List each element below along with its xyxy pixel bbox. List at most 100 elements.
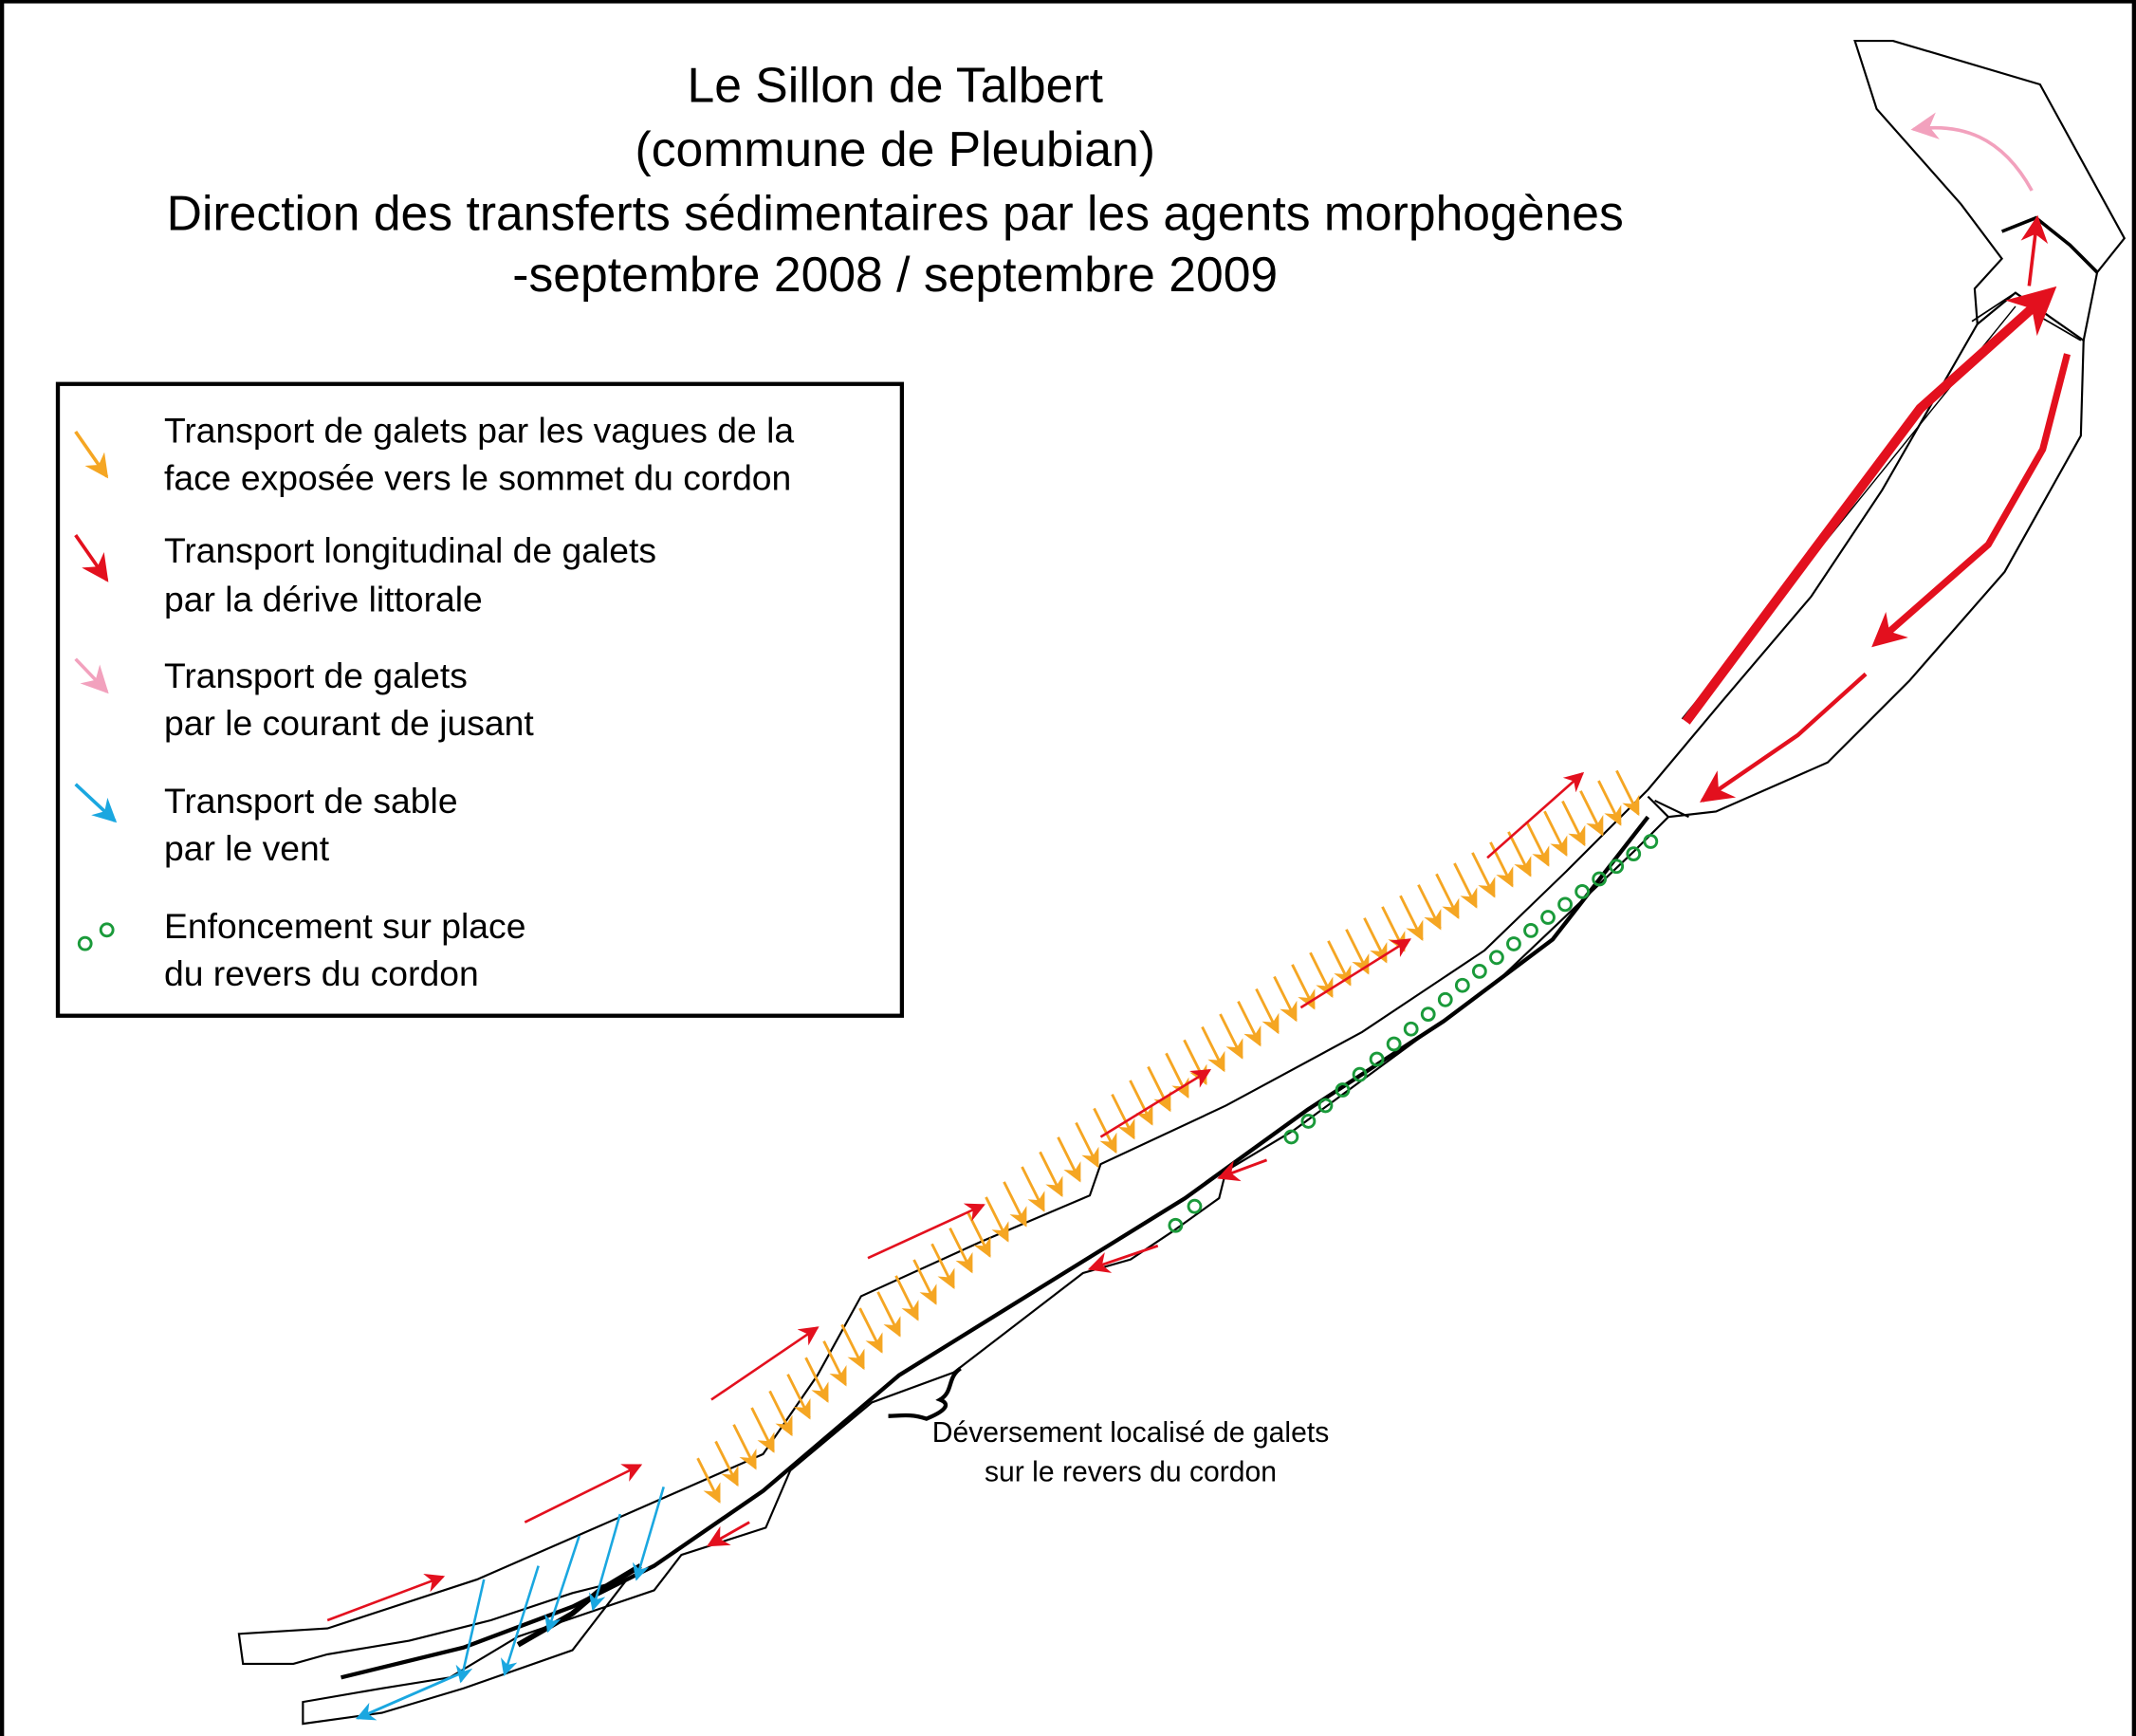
- drift-arrow: [710, 1326, 819, 1401]
- wave-arrow: [750, 1407, 775, 1453]
- subsidence-circle: [1335, 1082, 1351, 1098]
- wind-arrow: [632, 1486, 665, 1581]
- legend-symbol: [74, 783, 118, 823]
- subsidence-circle: [1420, 1007, 1436, 1023]
- wave-arrow: [714, 1440, 739, 1487]
- wave-arrow: [840, 1323, 865, 1371]
- wave-arrow: [1525, 821, 1550, 867]
- inner-line: [1647, 795, 1689, 819]
- title-line: (commune de Pleubian): [635, 121, 1155, 176]
- wave-arrow: [1165, 1052, 1189, 1099]
- map-features: [326, 769, 1659, 1721]
- legend-label: Transport longitudinal de galets: [164, 530, 656, 570]
- wave-arrow: [876, 1291, 901, 1338]
- wave-arrow: [768, 1390, 793, 1437]
- subsidence-circle: [1386, 1036, 1402, 1052]
- wave-arrow: [948, 1227, 973, 1274]
- wave-arrow: [1561, 800, 1586, 847]
- subsidence-circle: [1489, 950, 1504, 966]
- drift-arrow: [1871, 353, 2071, 648]
- wave-arrow: [732, 1424, 757, 1470]
- wind-arrow: [455, 1579, 486, 1684]
- wave-arrow: [822, 1340, 847, 1387]
- subsidence-circle: [1403, 1021, 1419, 1037]
- subsidence-circle: [1574, 883, 1591, 899]
- wave-arrow: [1579, 790, 1604, 837]
- legend-label: Transport de sable: [164, 781, 458, 821]
- subsidence-circle: [1523, 922, 1538, 938]
- wave-arrow: [1057, 1136, 1081, 1183]
- wave-arrow: [1399, 895, 1424, 941]
- wave-arrow: [912, 1259, 937, 1305]
- drift-arrow: [1099, 1069, 1212, 1138]
- ebb-arrow: [1910, 112, 2034, 192]
- wave-arrow: [1543, 810, 1568, 857]
- wave-arrow: [1147, 1065, 1171, 1113]
- wave-arrow: [1597, 780, 1622, 826]
- brace: [888, 1366, 962, 1421]
- legend-label: Transport de galets par les vagues de la: [164, 410, 794, 450]
- wave-arrow: [1507, 831, 1532, 877]
- legend-label: Transport de galets: [164, 656, 468, 695]
- subsidence-circle: [1437, 991, 1453, 1007]
- subsidence-circle: [1609, 859, 1625, 875]
- wave-arrow: [1453, 862, 1478, 909]
- wave-arrow: [1327, 940, 1352, 987]
- legend-label: par le vent: [164, 828, 330, 868]
- legend-box: [55, 381, 905, 1018]
- legend-symbol: [74, 657, 109, 694]
- wave-arrow: [1435, 873, 1460, 920]
- subsidence-circle: [1506, 936, 1521, 951]
- drift-arrow: [524, 1464, 643, 1524]
- wave-arrow: [894, 1275, 919, 1321]
- subsidence-circle: [1369, 1051, 1385, 1067]
- wave-arrow: [1489, 841, 1514, 888]
- title: Le Sillon de Talbert (commune de Pleubia…: [167, 58, 1624, 303]
- legend-symbol: [77, 935, 93, 951]
- wind-arrow: [588, 1513, 622, 1612]
- legend-label: face exposée vers le sommet du cordon: [164, 458, 791, 498]
- drift-arrow: [2020, 214, 2049, 286]
- wave-arrow: [1273, 975, 1298, 1023]
- subsidence-circle: [1592, 871, 1608, 887]
- wave-arrow: [1255, 988, 1280, 1035]
- legend-label: par la dérive littorale: [164, 579, 483, 619]
- wave-arrow: [1471, 852, 1496, 898]
- wave-arrow: [804, 1357, 829, 1403]
- legend-text: Transport de galets par les vagues de la…: [164, 410, 794, 993]
- subsidence-circle: [1540, 910, 1556, 925]
- subsidence-circle: [1283, 1129, 1299, 1145]
- legend-symbol: [74, 430, 109, 479]
- drift-arrow: [867, 1203, 985, 1260]
- wave-arrow: [1201, 1025, 1225, 1073]
- wave-arrow: [1417, 884, 1442, 931]
- subsidence-circle: [1352, 1066, 1368, 1082]
- wave-arrow: [1345, 929, 1370, 975]
- drift-arrow: [1217, 1158, 1268, 1182]
- wave-arrow: [1093, 1107, 1117, 1154]
- drift-arrow: [1682, 286, 2057, 725]
- subsidence-circle: [1168, 1217, 1184, 1233]
- legend-label: par le courant de jusant: [164, 703, 534, 743]
- legend-symbol: [74, 534, 109, 582]
- subsidence-circle: [1557, 896, 1573, 913]
- wave-arrow: [1021, 1166, 1045, 1212]
- drift-arrow: [326, 1573, 446, 1622]
- subsidence-circle: [1471, 963, 1487, 979]
- subsidence-circle: [1187, 1198, 1203, 1214]
- wind-arrow: [355, 1671, 465, 1721]
- subsidence-circle: [1626, 846, 1642, 862]
- subsidence-circle: [1643, 834, 1659, 849]
- annotation: Déversement localisé de galets sur le re…: [932, 1417, 1330, 1488]
- title-line: Le Sillon de Talbert: [688, 58, 1103, 113]
- annotation-line: Déversement localisé de galets: [932, 1417, 1330, 1449]
- wave-arrow: [696, 1457, 721, 1504]
- drift-arrow: [1486, 771, 1585, 859]
- wave-arrow: [930, 1243, 955, 1289]
- wave-arrow: [786, 1374, 811, 1420]
- wave-arrow: [1219, 1013, 1243, 1060]
- wind-arrow: [501, 1565, 540, 1677]
- annotation-line: sur le revers du cordon: [985, 1457, 1277, 1488]
- wave-arrow: [1075, 1121, 1099, 1169]
